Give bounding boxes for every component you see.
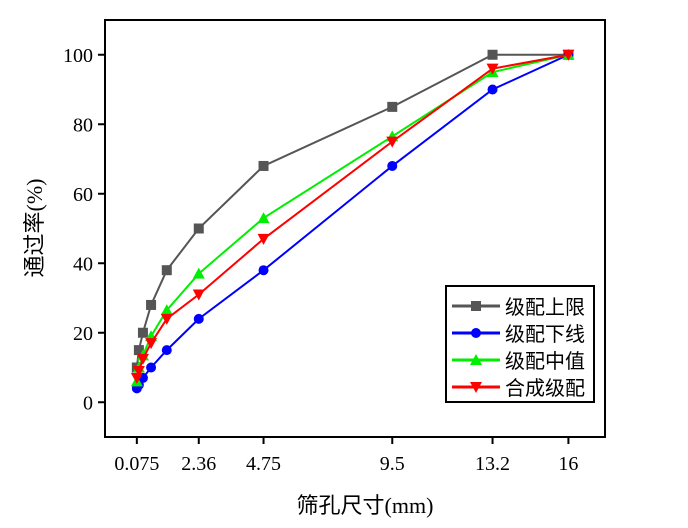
legend-label: 合成级配: [505, 377, 585, 400]
triangle-down-marker: [136, 353, 149, 365]
triangle-up-marker: [470, 354, 482, 365]
square-marker: [161, 265, 172, 276]
square-marker: [193, 223, 204, 234]
triangle-down-marker: [130, 372, 143, 384]
x-tick-label: 4.75: [246, 453, 281, 475]
square-marker: [137, 327, 148, 338]
series-line: [135, 53, 569, 368]
square-marker: [471, 301, 481, 311]
triangle-down-marker: [257, 233, 270, 245]
y-tick-label: 0: [83, 392, 93, 414]
series-4: [130, 49, 575, 384]
triangle-up-marker: [192, 267, 205, 279]
legend-label: 级配上限: [505, 296, 585, 319]
triangle-up-marker: [160, 304, 173, 316]
series-line: [135, 53, 569, 379]
triangle-up-marker: [257, 212, 270, 224]
y-axis-label: 通过率(%): [22, 179, 47, 278]
triangle-down-marker: [145, 338, 158, 350]
legend-label: 级配中值: [505, 350, 585, 373]
x-tick-label: 9.5: [380, 453, 405, 475]
triangle-down-marker: [470, 382, 482, 393]
x-tick-label: 16: [558, 453, 578, 475]
square-marker: [387, 101, 398, 112]
triangle-down-marker: [132, 365, 145, 377]
triangle-down-marker: [486, 63, 499, 75]
legend-label: 级配下线: [505, 323, 585, 346]
square-marker: [146, 299, 157, 310]
x-tick-label: 2.36: [181, 453, 216, 475]
x-tick-label: 13.2: [475, 453, 510, 475]
y-tick-label: 60: [73, 184, 93, 206]
square-marker: [258, 160, 269, 171]
x-tick-label: 0.075: [114, 453, 159, 475]
x-axis-label: 筛孔尺寸(mm): [297, 493, 434, 518]
circle-marker: [146, 362, 157, 373]
y-tick-label: 80: [73, 114, 93, 136]
circle-marker: [387, 160, 398, 171]
y-tick-label: 100: [63, 45, 93, 67]
triangle-down-marker: [386, 136, 399, 148]
circle-marker: [193, 313, 204, 324]
square-marker: [133, 345, 144, 356]
series-2: [131, 49, 574, 394]
circle-marker: [161, 345, 172, 356]
circle-marker: [487, 84, 498, 95]
triangle-down-marker: [192, 289, 205, 301]
triangle-down-marker: [160, 313, 173, 325]
circle-marker: [471, 328, 481, 338]
circle-marker: [258, 265, 269, 276]
triangle-down-marker: [562, 49, 575, 61]
plot-frame: [104, 19, 606, 438]
y-tick-label: 40: [73, 253, 93, 275]
square-marker: [487, 49, 498, 60]
y-tick-label: 20: [73, 323, 93, 345]
